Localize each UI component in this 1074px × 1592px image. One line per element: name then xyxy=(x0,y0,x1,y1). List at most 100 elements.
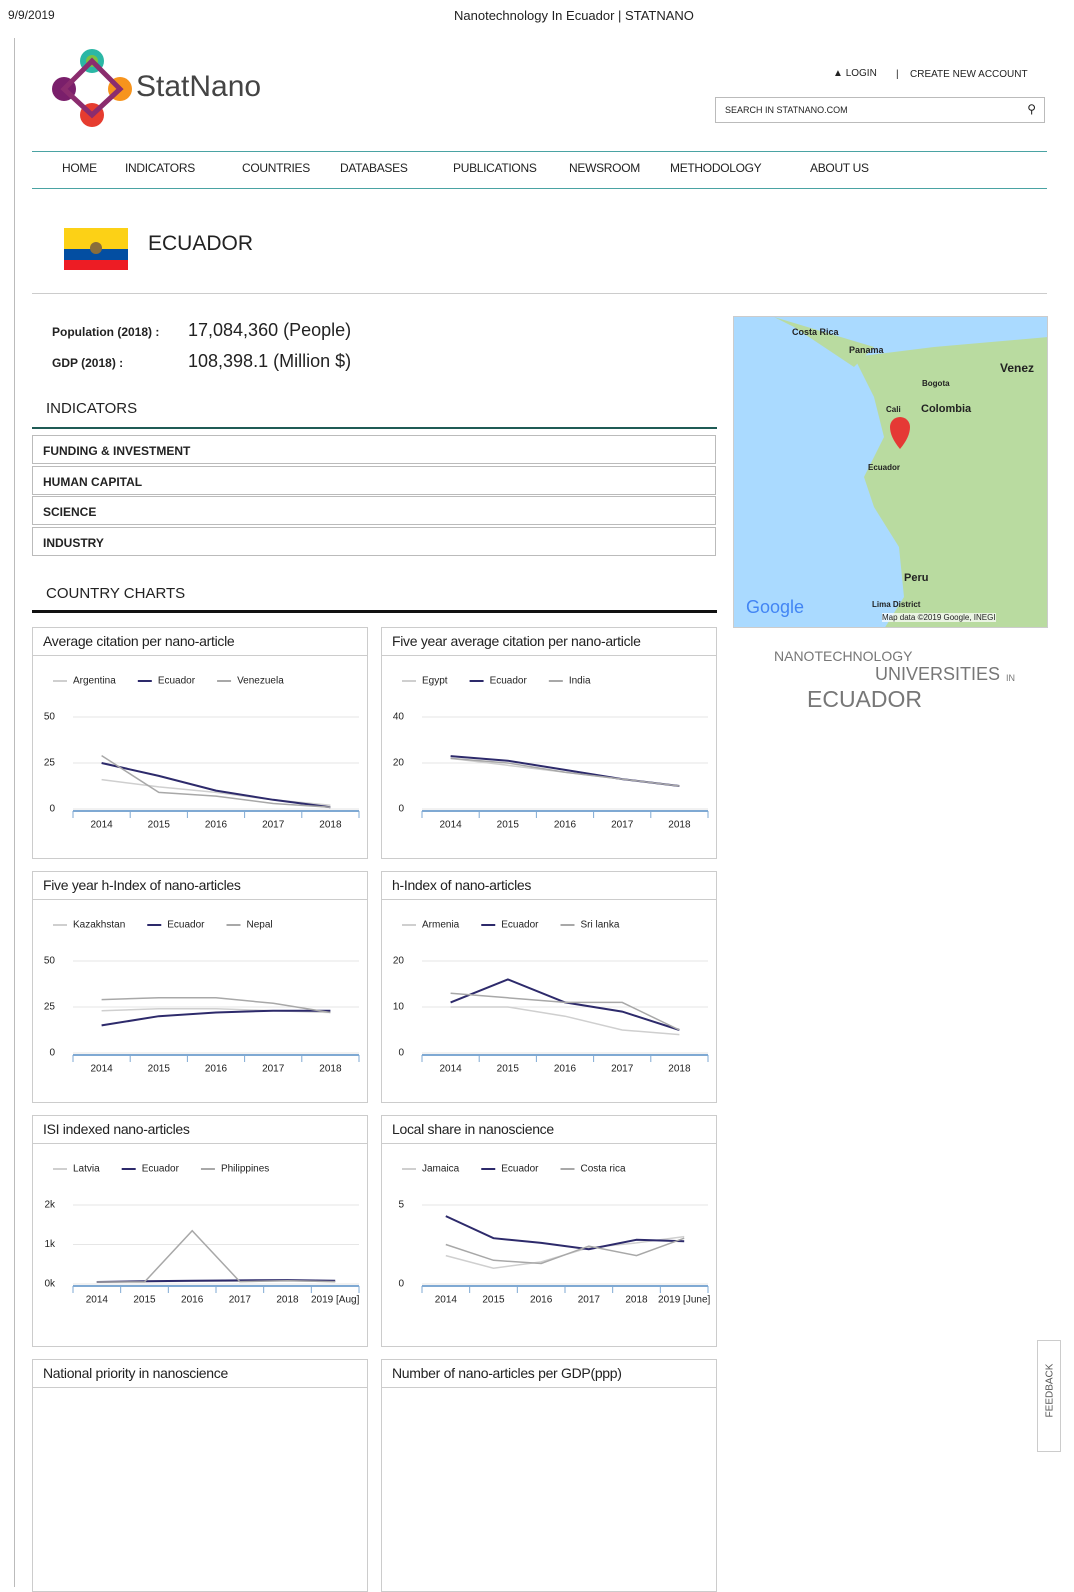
legend-label[interactable]: Ecuador xyxy=(501,1164,539,1175)
chart-title: Average citation per nano-article xyxy=(33,628,367,656)
series-line xyxy=(445,1235,685,1269)
universities-line[interactable]: NANOTECHNOLOGY xyxy=(774,648,913,664)
x-tick-label: 2016 xyxy=(205,820,228,831)
x-tick-label: 2016 xyxy=(554,1064,577,1075)
y-tick-label: 0 xyxy=(398,804,404,815)
chart-panel: ISI indexed nano-articles 0k 1k 2k 2014 2015 2… xyxy=(32,1115,368,1347)
series-line xyxy=(450,992,680,1031)
indicator-item[interactable]: FUNDING & INVESTMENT xyxy=(32,435,716,464)
legend-label[interactable]: Costa rica xyxy=(581,1164,626,1175)
chart-panel: Local share in nanoscience 0 5 2014 2015 2016… xyxy=(381,1115,717,1347)
chart-title: Five year h-Index of nano-articles xyxy=(33,872,367,900)
y-tick-label: 0 xyxy=(398,1279,404,1290)
feedback-tab[interactable]: FEEDBACK xyxy=(1037,1340,1061,1452)
map-label: Lima District xyxy=(872,600,921,609)
legend-label[interactable]: Philippines xyxy=(221,1164,269,1175)
chart-panel: Five year average citation per nano-arti… xyxy=(381,627,717,859)
x-tick-label: 2014 xyxy=(439,1064,462,1075)
x-tick-label: 2014 xyxy=(86,1295,109,1306)
chart-panel: National priority in nanoscience xyxy=(32,1359,368,1592)
x-tick-label: 2018 xyxy=(668,1064,691,1075)
legend-label[interactable]: Ecuador xyxy=(167,920,205,931)
login[interactable]: ▲ LOGIN xyxy=(833,68,877,79)
legend-label[interactable]: Jamaica xyxy=(422,1164,460,1175)
x-tick-label: 2018 xyxy=(668,820,691,831)
legend-label[interactable]: Venezuela xyxy=(237,676,284,687)
x-tick-label: 2018 xyxy=(319,1064,342,1075)
nav-item[interactable]: DATABASES xyxy=(340,161,408,175)
x-tick-label: 2017 xyxy=(611,1064,634,1075)
chart: 0 20 40 2014 2015 2016 2017 2018 Egypt Ecuador Ind… xyxy=(393,676,709,831)
legend-label[interactable]: Argentina xyxy=(73,676,116,687)
map-label: Bogota xyxy=(922,379,950,388)
population-label: Population (2018) : xyxy=(52,325,160,339)
nav-item[interactable]: METHODOLOGY xyxy=(670,161,762,175)
legend-label[interactable]: Armenia xyxy=(422,920,460,931)
x-tick-label: 2017 xyxy=(611,820,634,831)
legend-label[interactable]: Latvia xyxy=(73,1164,100,1175)
legend-label[interactable]: Ecuador xyxy=(142,1164,180,1175)
x-tick-label: 2014 xyxy=(435,1295,458,1306)
nav-item[interactable]: NEWSROOM xyxy=(569,161,640,175)
create-account[interactable]: CREATE NEW ACCOUNT xyxy=(910,69,1028,80)
legend-label[interactable]: Ecuador xyxy=(490,676,528,687)
x-tick-label: 2014 xyxy=(90,820,113,831)
chart: 0 10 20 2014 2015 2016 2017 2018 Armenia Ecuador S… xyxy=(393,920,709,1075)
nav-item[interactable]: INDICATORS xyxy=(125,161,195,175)
legend-label[interactable]: Nepal xyxy=(247,920,273,931)
nav-item[interactable]: COUNTRIES xyxy=(242,161,310,175)
feedback-text[interactable]: FEEDBACK xyxy=(1044,1363,1056,1418)
x-tick-label: 2016 xyxy=(554,820,577,831)
map-label: Panama xyxy=(849,345,884,355)
search-icon[interactable]: ⚲ xyxy=(1027,102,1036,116)
legend-label[interactable]: Ecuador xyxy=(158,676,196,687)
nav-item[interactable]: HOME xyxy=(62,161,97,175)
y-tick-label: 25 xyxy=(44,1002,56,1013)
nav-item[interactable]: PUBLICATIONS xyxy=(453,161,537,175)
legend-label[interactable]: India xyxy=(569,676,591,687)
legend-label[interactable]: Kazakhstan xyxy=(73,920,125,931)
y-tick-label: 0 xyxy=(398,1048,404,1059)
map[interactable]: Costa Rica Panama Venez Bogota Cali Colo… xyxy=(733,316,1048,628)
chart-panel: h-Index of nano-articles 0 10 20 2014 2015 201… xyxy=(381,871,717,1103)
indicator-item[interactable]: INDUSTRY xyxy=(32,526,716,556)
x-tick-label: 2015 xyxy=(133,1295,156,1306)
x-tick-label: 2018 xyxy=(276,1295,299,1306)
gdp-label: GDP (2018) : xyxy=(52,356,124,370)
logo-text[interactable]: StatNano xyxy=(136,70,262,103)
indicator-item[interactable]: SCIENCE xyxy=(32,496,716,525)
y-tick-label: 1k xyxy=(44,1239,56,1250)
nav-item[interactable]: ABOUT US xyxy=(810,161,869,175)
search-box[interactable]: SEARCH IN STATNANO.COM ⚲ xyxy=(715,97,1045,123)
series-line xyxy=(445,1215,685,1251)
universities-line[interactable]: UNIVERSITIES xyxy=(875,664,1001,684)
legend-label[interactable]: Sri lanka xyxy=(581,920,620,931)
chart: 0k 1k 2k 2014 2015 2016 2017 2018 2019 [Aug] Latv… xyxy=(44,1164,359,1306)
y-tick-label: 2k xyxy=(44,1200,56,1211)
series-line xyxy=(96,1229,336,1283)
x-tick-label: 2015 xyxy=(482,1295,505,1306)
logo-mark xyxy=(52,49,132,127)
x-tick-label: 2014 xyxy=(90,1064,113,1075)
universities-country[interactable]: ECUADOR xyxy=(807,686,923,712)
divider xyxy=(32,293,1047,294)
chart-panel: Average citation per nano-article 0 25 50 20… xyxy=(32,627,368,859)
chart-title: Number of nano-articles per GDP(ppp) xyxy=(382,1360,716,1388)
universities-line[interactable]: IN xyxy=(1006,673,1015,683)
y-tick-label: 25 xyxy=(44,758,56,769)
series-line xyxy=(450,978,680,1031)
x-tick-label: 2016 xyxy=(205,1064,228,1075)
chart: 0 25 50 2014 2015 2016 2017 2018 Argentina Ecuado… xyxy=(44,676,360,831)
map-label: Venez xyxy=(1000,361,1035,375)
series-line xyxy=(101,778,331,807)
legend-label[interactable]: Ecuador xyxy=(501,920,539,931)
indicator-item[interactable]: HUMAN CAPITAL xyxy=(32,465,716,495)
heading-rule xyxy=(32,427,717,429)
chart-title: Local share in nanoscience xyxy=(382,1116,716,1144)
chart-title: h-Index of nano-articles xyxy=(382,872,716,900)
login-text[interactable]: LOGIN xyxy=(845,68,877,79)
x-tick-label: 2019 [June] xyxy=(658,1295,710,1306)
y-tick-label: 0k xyxy=(44,1279,56,1290)
series-line xyxy=(101,762,331,809)
legend-label[interactable]: Egypt xyxy=(422,676,448,687)
